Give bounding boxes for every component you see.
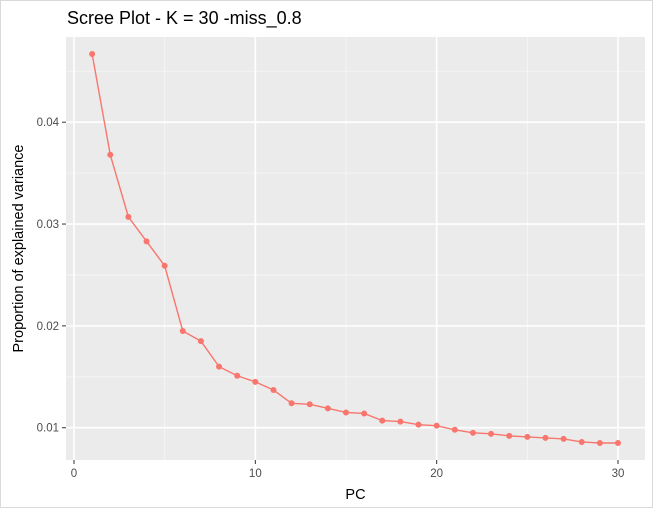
y-tick-label: 0.04 — [37, 117, 60, 129]
y-axis-title: Proportion of explained variance — [11, 145, 27, 353]
data-point — [415, 421, 422, 428]
y-tick-label: 0.01 — [37, 423, 59, 435]
data-point — [524, 433, 531, 440]
data-point — [379, 417, 386, 424]
x-axis-title: PC — [345, 487, 365, 503]
data-point — [560, 435, 567, 442]
data-point — [252, 378, 259, 385]
data-point — [324, 405, 331, 412]
data-point — [125, 213, 132, 220]
data-point — [506, 432, 513, 439]
data-point — [578, 438, 585, 445]
data-point — [161, 262, 168, 269]
data-point — [542, 434, 549, 441]
y-tick-label: 0.03 — [37, 219, 59, 231]
data-point — [488, 430, 495, 437]
x-tick-label: 0 — [71, 468, 77, 480]
data-point — [397, 418, 404, 425]
x-tick-label: 10 — [249, 468, 262, 480]
x-tick-label: 30 — [612, 468, 625, 480]
series-line — [91, 53, 618, 444]
y-tick-label: 0.02 — [37, 321, 59, 333]
minor-gridlines — [66, 37, 645, 460]
data-point — [216, 363, 223, 370]
axis-ticks — [62, 121, 619, 464]
data-point — [451, 426, 458, 433]
data-point — [343, 409, 349, 416]
data-point — [270, 387, 277, 394]
data-point — [615, 440, 621, 446]
data-point — [469, 429, 476, 436]
data-point — [179, 327, 186, 334]
data-point — [306, 401, 313, 408]
axis-tick-labels: 0 10 20 30 0.01 0.02 0.03 0.04 — [37, 117, 625, 480]
x-tick-label: 20 — [430, 468, 443, 480]
data-point — [197, 338, 204, 345]
major-gridlines — [66, 37, 645, 460]
chart-title: Scree Plot - K = 30 -miss_0.8 — [67, 8, 302, 28]
data-point — [234, 372, 241, 379]
data-point — [89, 50, 96, 57]
data-point — [361, 410, 368, 417]
data-point — [107, 151, 114, 158]
series-layer — [89, 50, 621, 446]
data-point — [143, 238, 150, 245]
plot-panel — [66, 37, 645, 460]
data-point — [288, 400, 295, 407]
data-point — [596, 440, 603, 446]
data-point — [433, 422, 440, 429]
